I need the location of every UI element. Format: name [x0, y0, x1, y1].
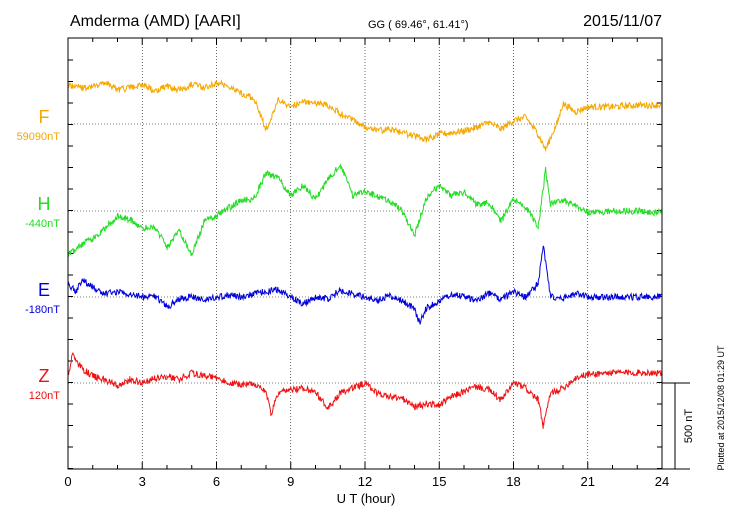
channel-baseline-E: -180nT: [25, 304, 60, 316]
x-tick-labels: 0 3 6 9 12 15 18 21 24: [64, 474, 669, 489]
scale-bar-label: 500 nT: [683, 409, 695, 444]
x-tick-label-9: 9: [287, 474, 294, 489]
x-tick-label-12: 12: [358, 474, 372, 489]
channel-label-E: E: [38, 280, 50, 300]
plot-timestamp: Plotted at 2015/12/08 01:29 UT: [716, 345, 726, 471]
channel-label-H: H: [38, 194, 51, 214]
x-tick-label-24: 24: [655, 474, 669, 489]
channel-labels: F 59090nT H -440nT E -180nT Z 120nT: [17, 107, 61, 402]
x-tick-label-0: 0: [64, 474, 71, 489]
channel-baseline-H: -440nT: [25, 218, 60, 230]
series-line-H: [67, 163, 663, 258]
x-tick-label-3: 3: [139, 474, 146, 489]
channel-label-F: F: [39, 107, 50, 127]
series-line-F: [67, 79, 663, 152]
x-axis-label: U T (hour): [337, 491, 396, 506]
series-group: [67, 79, 663, 429]
x-tick-label-15: 15: [432, 474, 446, 489]
series-line-Z: [67, 352, 663, 429]
channel-baseline-Z: 120nT: [29, 390, 60, 402]
coordinates-title: GG ( 69.46°, 61.41°): [368, 19, 469, 31]
channel-baseline-F: 59090nT: [17, 131, 61, 143]
x-tick-label-6: 6: [213, 474, 220, 489]
plot-frame: [67, 37, 663, 470]
series-line-E: [67, 245, 663, 325]
station-title: Amderma (AMD) [AARI]: [70, 13, 241, 30]
channel-label-Z: Z: [39, 366, 50, 386]
x-tick-label-18: 18: [506, 474, 520, 489]
grid-lines: [68, 38, 662, 469]
date-title: 2015/11/07: [583, 13, 662, 30]
x-tick-label-21: 21: [581, 474, 595, 489]
